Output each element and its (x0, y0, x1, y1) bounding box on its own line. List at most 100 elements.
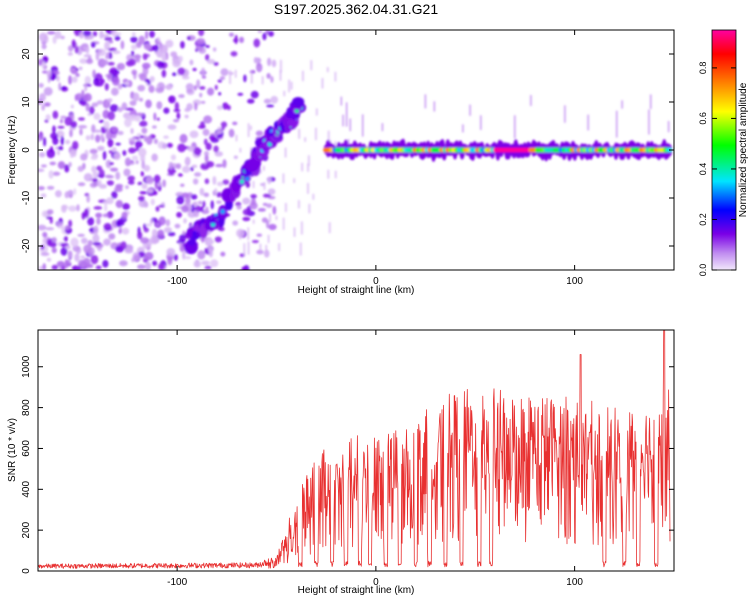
noise-blob (72, 265, 77, 270)
noise-blob (152, 260, 158, 266)
noise-blob (90, 254, 99, 265)
noise-blob (216, 181, 224, 187)
noise-blob (127, 175, 136, 182)
noise-blob (217, 126, 222, 130)
noise-blob (171, 72, 177, 77)
noise-blob (194, 102, 198, 111)
noise-blob (38, 137, 42, 142)
noise-blob (216, 105, 223, 111)
noise-blob (232, 121, 238, 126)
noise-blob (198, 47, 204, 52)
noise-blob (205, 45, 210, 49)
noise-blob (46, 257, 52, 262)
snr-y-ticks: 0 200 400 600 800 1000 (21, 355, 674, 574)
noise-blob (265, 219, 270, 229)
noise-blob (114, 32, 122, 36)
noise-blob (145, 135, 153, 145)
noise-blob (157, 229, 165, 238)
noise-blob (189, 59, 194, 66)
noise-blob (241, 266, 248, 270)
noise-blob (107, 61, 115, 66)
noise-blob (203, 192, 210, 198)
streak-blob (334, 141, 337, 148)
noise-blob (173, 169, 177, 173)
noise-blob (79, 128, 83, 136)
streak-blob (268, 213, 271, 223)
noise-blob (83, 244, 92, 253)
noise-blob (46, 31, 56, 35)
streak-blob (279, 59, 282, 73)
noise-blob (262, 193, 271, 198)
noise-blob (156, 117, 160, 121)
noise-blob (65, 139, 71, 145)
noise-blob (74, 253, 80, 262)
noise-blob (103, 203, 108, 212)
noise-blob (79, 32, 84, 39)
noise-blob (83, 257, 91, 267)
colorbar-tick-label: 0.8 (698, 62, 708, 75)
noise-blob (176, 211, 182, 218)
noise-blob (90, 156, 98, 160)
line-streak (615, 110, 618, 138)
noise-blob (64, 164, 70, 173)
noise-blob (155, 205, 160, 212)
noise-blob (71, 149, 77, 158)
noise-blob (209, 134, 216, 141)
noise-blob (162, 142, 168, 150)
noise-blob (166, 142, 173, 148)
noise-blob (68, 75, 72, 85)
noise-blob (167, 124, 177, 130)
noise-blob (131, 50, 135, 57)
noise-blob (150, 235, 159, 245)
noise-blob (187, 36, 191, 40)
y-tick-label: 800 (21, 399, 32, 416)
noise-blob (208, 248, 214, 258)
noise-blob (170, 51, 178, 58)
noise-blob (184, 156, 191, 166)
x-tick-label: 100 (566, 276, 583, 287)
streak-blob (252, 219, 255, 224)
noise-blob (193, 172, 202, 177)
colorbar-ticks: 0.0 0.2 0.4 0.6 0.8 (698, 62, 736, 276)
noise-blob (237, 92, 244, 96)
line-streak (349, 118, 352, 132)
noise-blob (153, 174, 161, 184)
noise-blob (52, 171, 61, 176)
noise-blob (177, 143, 186, 153)
noise-blob (220, 121, 228, 128)
noise-blob (238, 36, 245, 44)
noise-blob (56, 260, 65, 268)
y-tick-label: 600 (21, 440, 32, 457)
noise-blob (187, 146, 196, 152)
noise-blob (185, 83, 194, 91)
streak-blob (334, 170, 337, 179)
noise-blob (127, 180, 135, 185)
streak-blob (326, 67, 329, 73)
noise-blob (146, 188, 154, 193)
noise-blob (268, 223, 277, 231)
noise-blob (203, 138, 208, 146)
noise-blob (156, 60, 165, 69)
noise-blob (218, 92, 222, 96)
noise-blob (270, 75, 274, 83)
noise-blob (112, 126, 118, 133)
noise-blob (113, 152, 121, 161)
noise-blob (143, 227, 150, 233)
noise-blob (167, 232, 176, 237)
noise-blob (156, 222, 160, 227)
ramp-blob (286, 118, 299, 127)
noise-blob (49, 73, 57, 80)
noise-blob (124, 157, 131, 167)
noise-blob (233, 155, 238, 160)
noise-blob (68, 205, 77, 212)
noise-blob (89, 182, 98, 188)
noise-blob (190, 166, 194, 172)
snr-y-label: SNR (10 * v/v) (7, 418, 18, 482)
noise-blob (236, 205, 242, 210)
line-streak (649, 94, 652, 109)
streak-blob (310, 60, 313, 71)
noise-blob (222, 159, 227, 169)
noise-blob (41, 41, 47, 45)
noise-blob (80, 153, 88, 161)
